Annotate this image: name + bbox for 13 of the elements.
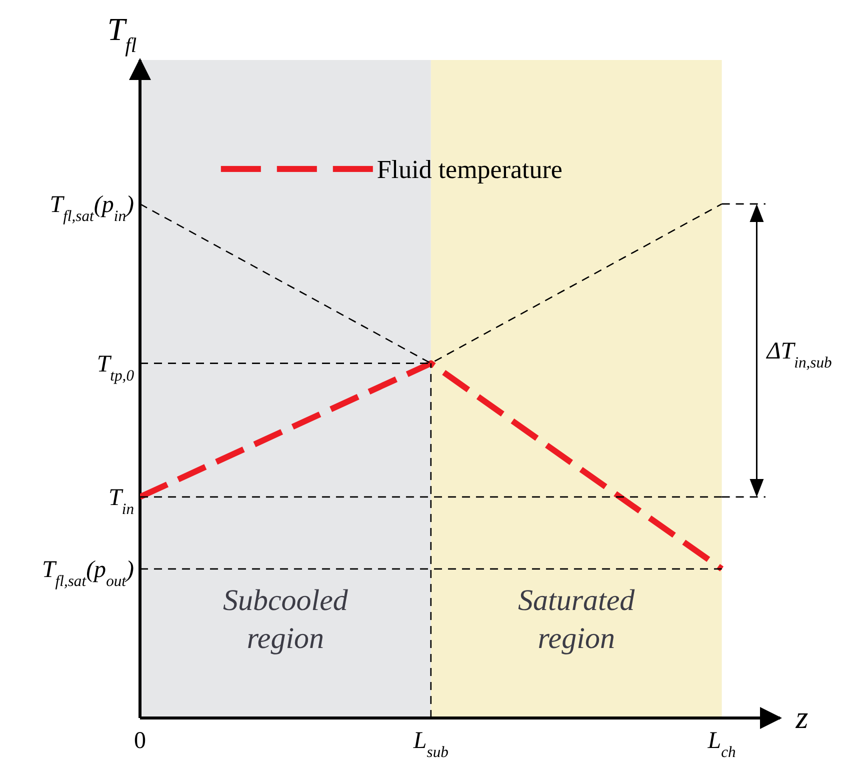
x-tick-label: L$_{ch}$ — [706, 728, 736, 760]
annotation: T$_{fl,sat}$(p$_{out}$) — [42, 556, 134, 590]
band-label: Saturated region — [518, 584, 636, 656]
annotation: T$_{tp,0}$ — [96, 351, 134, 384]
x-tick-label: 0 — [134, 728, 146, 754]
annotation: T$_{in}$ — [108, 484, 134, 518]
x-axis-title: z — [794, 699, 809, 735]
legend-label: Fluid temperature — [376, 154, 562, 184]
band-label: Subcooled region — [222, 584, 349, 656]
text: ΔT$_{in,sub}$ — [766, 338, 832, 371]
annotation: T$_{fl,sat}$(p$_{in}$) — [50, 192, 134, 224]
x-tick-label: L$_{sub}$ — [412, 728, 449, 760]
y-axis-title: T$_{fl}$ — [107, 11, 137, 56]
